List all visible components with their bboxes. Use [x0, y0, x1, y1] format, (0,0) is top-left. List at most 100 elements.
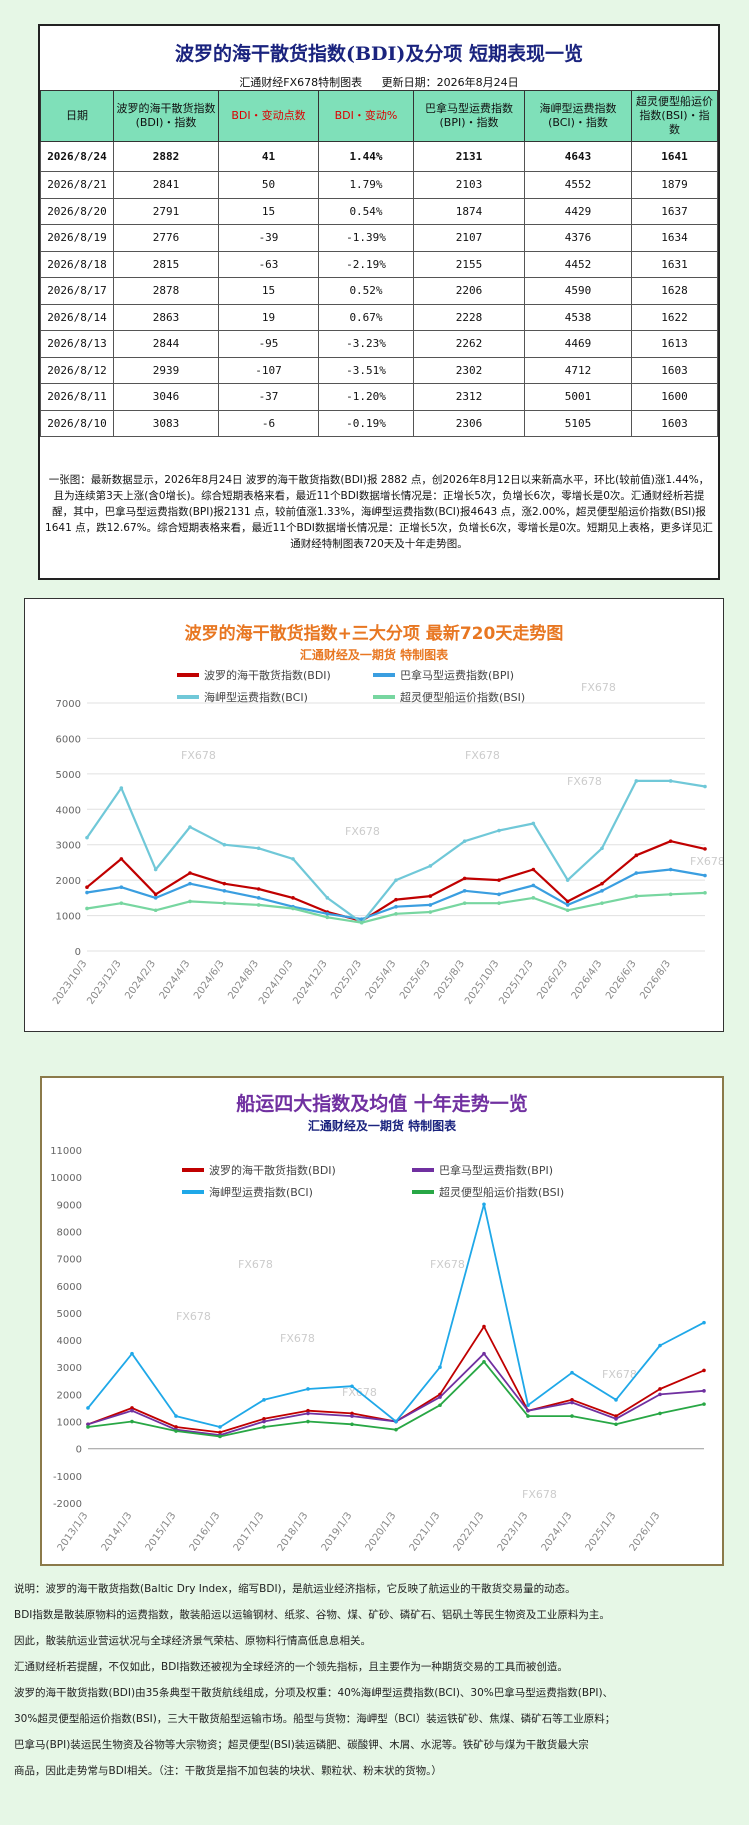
- data-point: [153, 867, 158, 872]
- table-cell: 4552: [524, 171, 632, 199]
- data-point: [658, 1387, 662, 1391]
- data-point: [497, 901, 501, 905]
- description-line: 因此，散装航运业营运状况与全球经济景气荣枯、原物料行情高低息息相关。: [14, 1635, 371, 1647]
- data-point: [119, 901, 124, 905]
- data-point: [702, 1402, 706, 1406]
- table-cell: 2026/8/17: [40, 277, 114, 305]
- data-point: [394, 878, 398, 882]
- table-cell: 2863: [113, 303, 219, 331]
- data-point: [86, 1406, 90, 1410]
- x-tick-label: 2025/6/3: [398, 958, 433, 1001]
- table-cell: 2026/8/19: [40, 224, 114, 252]
- data-point: [565, 899, 570, 904]
- table-cell: 2026/8/24: [40, 141, 114, 172]
- y-tick-label: 7000: [56, 699, 81, 710]
- table-cell: 1.79%: [318, 171, 414, 199]
- data-point: [85, 835, 89, 840]
- legend-label: 巴拿马型运费指数(BPI): [439, 1163, 553, 1177]
- table-row: 2026/8/18 2815 -63 -2.19% 2155 4452 1631: [40, 250, 718, 278]
- data-point: [600, 881, 604, 886]
- chart-ten-year: 船运四大指数及均值 十年走势一览 汇通财经及一期货 特制图表 FX678 FX678 F…: [40, 1076, 724, 1566]
- y-tick-label: 2000: [57, 1390, 82, 1401]
- data-point: [262, 1398, 266, 1402]
- chart-title: 波罗的海干散货指数+三大分项 最新720天走势图: [185, 623, 564, 644]
- data-point: [85, 906, 89, 911]
- table-cell: 1628: [631, 277, 718, 305]
- x-tick-label: 2024/4/3: [158, 958, 193, 1001]
- table-cell: 2791: [113, 197, 219, 225]
- legend-label: 超灵便型船运价指数(BSI): [439, 1185, 564, 1199]
- table-cell: 2026/8/20: [40, 197, 114, 225]
- x-tick-label: 2024/6/3: [192, 958, 227, 1001]
- col-header-date: 日期: [40, 90, 114, 142]
- data-point: [174, 1425, 178, 1429]
- data-point: [291, 906, 295, 911]
- x-tick-label: 2025/4/3: [364, 958, 399, 1001]
- table-body: 2026/8/24 2882 41 1.44% 2131 4643 1641 2026/8/2…: [40, 141, 718, 437]
- data-point: [565, 878, 570, 882]
- table-cell: 4429: [524, 197, 632, 225]
- table-cell: -3.23%: [318, 330, 414, 358]
- table-cell: 2776: [113, 224, 219, 252]
- data-point: [359, 920, 364, 925]
- data-point: [531, 821, 536, 826]
- data-point: [174, 1429, 178, 1433]
- data-point: [222, 842, 227, 847]
- table-cell: 1603: [631, 356, 718, 384]
- table-cell: 2882: [113, 141, 219, 172]
- table-row: 2026/8/13 2844 -95 -3.23% 2262 4469 1613: [40, 330, 718, 358]
- x-tick-label: 2023/12/3: [85, 958, 123, 1006]
- data-point: [614, 1398, 618, 1402]
- table-cell: -39: [218, 224, 319, 252]
- chart-subtitle: 汇通财经及一期货 特制图表: [300, 647, 449, 662]
- table-cell: 1874: [413, 197, 525, 225]
- table-cell: 3046: [113, 383, 219, 411]
- data-point: [350, 1384, 354, 1389]
- data-point: [526, 1414, 530, 1418]
- data-point: [428, 894, 433, 898]
- y-tick-label: 9000: [57, 1200, 82, 1211]
- data-point: [526, 1403, 530, 1408]
- data-point: [565, 908, 570, 913]
- data-point: [614, 1417, 618, 1421]
- y-tick-label: 4000: [57, 1336, 82, 1347]
- data-point: [482, 1351, 486, 1356]
- y-tick-label: 11000: [50, 1146, 82, 1157]
- data-point: [85, 890, 89, 895]
- watermark-text: FX678: [345, 825, 380, 838]
- summary-note: 一张图：最新数据显示，2026年8月24日 波罗的海干散货指数(BDI)报 28…: [45, 474, 713, 550]
- data-point: [531, 896, 536, 900]
- data-point: [291, 857, 295, 861]
- data-point: [570, 1414, 574, 1418]
- table-row: 2026/8/17 2878 15 0.52% 2206 4590 1628: [40, 277, 718, 305]
- legend-label: 巴拿马型运费指数(BPI): [400, 668, 514, 682]
- y-tick-label: 8000: [57, 1227, 82, 1238]
- table-cell: 2131: [413, 141, 525, 172]
- data-point: [462, 839, 467, 843]
- data-point: [497, 892, 501, 897]
- data-point: [600, 901, 604, 905]
- y-tick-label: 1000: [56, 912, 81, 923]
- table-cell: 2155: [413, 250, 525, 278]
- data-point: [438, 1403, 442, 1408]
- data-point: [668, 779, 673, 783]
- y-tick-label: 5000: [57, 1309, 82, 1320]
- x-tick-label: 2025/12/3: [497, 958, 535, 1006]
- table-row: 2026/8/24 2882 41 1.44% 2131 4643 1641: [40, 141, 718, 172]
- data-point: [256, 846, 261, 851]
- watermark-text: FX678: [567, 775, 602, 788]
- watermark-text: FX678: [430, 1258, 465, 1271]
- table-row: 2026/8/12 2939 -107 -3.51% 2302 4712 1603: [40, 356, 718, 384]
- table-cell: 2026/8/12: [40, 356, 114, 384]
- data-point: [570, 1370, 574, 1375]
- x-tick-label: 2018/1/3: [276, 1510, 311, 1553]
- table-cell: 2107: [413, 224, 525, 252]
- data-point: [394, 1427, 398, 1432]
- data-point: [614, 1414, 618, 1418]
- data-point: [256, 887, 261, 891]
- table-row: 2026/8/14 2863 19 0.67% 2228 4538 1622: [40, 303, 718, 331]
- data-point: [570, 1398, 574, 1402]
- data-point: [86, 1422, 90, 1427]
- table-cell: 41: [218, 141, 319, 172]
